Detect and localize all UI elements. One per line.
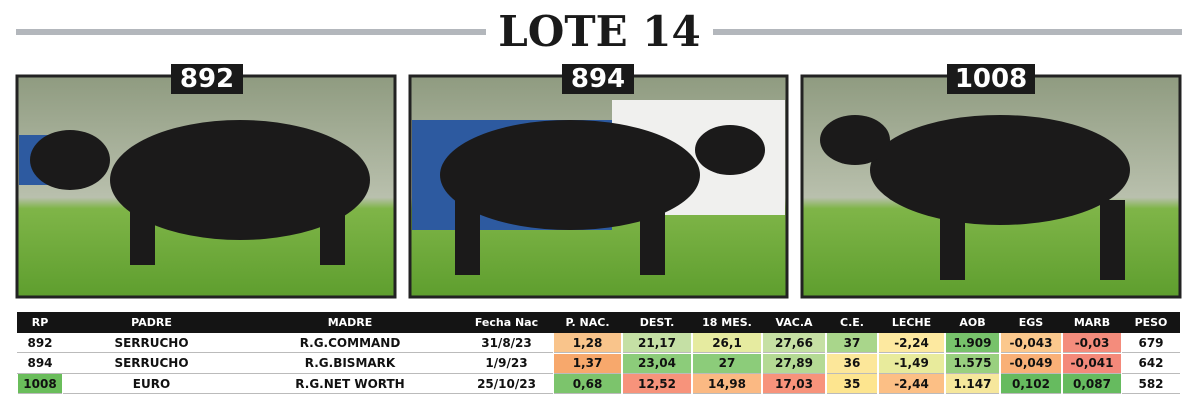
column-header: Fecha Nac bbox=[474, 316, 539, 329]
table-cell: 582 bbox=[1122, 374, 1180, 394]
table-cell: 26,1 bbox=[693, 333, 761, 353]
table-cell: R.G.NET WORTH bbox=[240, 374, 460, 394]
table-cell: 642 bbox=[1122, 353, 1180, 374]
photo-label: 894 bbox=[562, 64, 634, 94]
table-cell: -0,041 bbox=[1063, 353, 1121, 374]
column-header: PESO bbox=[1134, 316, 1168, 329]
table-cell: 25/10/23 bbox=[460, 374, 553, 394]
table-cell: 679 bbox=[1122, 333, 1180, 353]
photo-label: 892 bbox=[171, 64, 243, 94]
table-cell: -2,24 bbox=[879, 333, 944, 353]
table-cell: 1,28 bbox=[554, 333, 621, 353]
column-header: MARB bbox=[1073, 316, 1111, 329]
photo-1 bbox=[15, 74, 397, 299]
table-cell: -0,043 bbox=[1001, 333, 1061, 353]
table-cell: 1.147 bbox=[946, 374, 999, 394]
table-cell: 0,68 bbox=[554, 374, 621, 394]
table-cell: -1,49 bbox=[879, 353, 944, 374]
table-cell: 0,102 bbox=[1001, 374, 1061, 394]
photos bbox=[15, 74, 1182, 299]
table-cell: 1.575 bbox=[946, 353, 999, 374]
table-cell: 1008 bbox=[18, 374, 62, 394]
column-header: RP bbox=[31, 316, 49, 329]
table-cell: R.G.COMMAND bbox=[240, 333, 460, 353]
table-cell: 894 bbox=[17, 353, 63, 374]
table-cell: -2,44 bbox=[879, 374, 944, 394]
column-header: PADRE bbox=[131, 316, 172, 329]
table-cell: 892 bbox=[17, 333, 63, 353]
column-header: VAC.A bbox=[775, 316, 813, 329]
table-cell: 1,37 bbox=[554, 353, 621, 374]
photo-2 bbox=[408, 74, 789, 299]
table-cell: SERRUCHO bbox=[63, 353, 240, 374]
table-cell: 31/8/23 bbox=[460, 333, 553, 353]
title: LOTE 14 bbox=[486, 5, 713, 57]
column-header: MADRE bbox=[327, 316, 373, 329]
table-cell: 27,66 bbox=[763, 333, 825, 353]
table-cell: 1/9/23 bbox=[460, 353, 553, 374]
photo-label: 1008 bbox=[947, 64, 1035, 94]
column-header: C.E. bbox=[840, 316, 864, 329]
photo-3 bbox=[800, 74, 1182, 299]
table-cell: 1.909 bbox=[946, 333, 999, 353]
table-cell: -0,03 bbox=[1063, 333, 1121, 353]
table-cell: 23,04 bbox=[623, 353, 691, 374]
table-cell: 35 bbox=[827, 374, 877, 394]
table-cell: 37 bbox=[827, 333, 877, 353]
table-cell: 27,89 bbox=[763, 353, 825, 374]
table-cell: -0,049 bbox=[1001, 353, 1061, 374]
column-header: EGS bbox=[1018, 316, 1044, 329]
column-header: AOB bbox=[959, 316, 986, 329]
column-header: LECHE bbox=[891, 316, 932, 329]
table-cell: 0,087 bbox=[1063, 374, 1121, 394]
table-cell: 27 bbox=[693, 353, 761, 374]
table-cell: R.G.BISMARK bbox=[240, 353, 460, 374]
column-header: 18 MES. bbox=[702, 316, 752, 329]
table-header-bar bbox=[17, 312, 1180, 333]
table-cell: 36 bbox=[827, 353, 877, 374]
table-cell: SERRUCHO bbox=[63, 333, 240, 353]
table-cell: 17,03 bbox=[763, 374, 825, 394]
table-cell: 12,52 bbox=[623, 374, 691, 394]
table-cell: 21,17 bbox=[623, 333, 691, 353]
column-header: P. NAC. bbox=[565, 316, 610, 329]
table-cell: 14,98 bbox=[693, 374, 761, 394]
table-cell: EURO bbox=[63, 374, 240, 394]
column-header: DEST. bbox=[639, 316, 675, 329]
